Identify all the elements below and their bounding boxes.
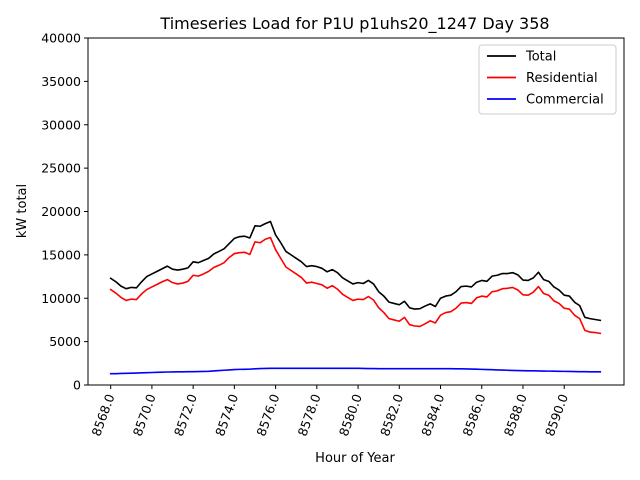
y-axis: 0 5000 10000 15000 20000 25000 30000 35000 40000 [41,31,88,393]
x-axis-label: Hour of Year [315,451,395,466]
legend: Total Residential Commercial [478,44,617,115]
x-tick-label: 8588.0 [501,392,530,438]
chart-title: Timeseries Load for P1U p1uhs20_1247 Day… [159,14,549,34]
y-tick-label: 0 [73,378,81,393]
x-tick-label: 8572.0 [171,392,200,438]
y-tick-label: 25000 [41,161,81,176]
x-tick-label: 8580.0 [336,392,365,438]
series-line-residential [109,236,602,335]
y-tick-label: 20000 [41,204,81,219]
x-tick-label: 8576.0 [253,392,282,438]
y-tick-label: 10000 [41,291,81,306]
y-tick-label: 35000 [41,74,81,89]
legend-box [478,44,617,115]
legend-label-total: Total [525,50,556,65]
x-tick-label: 8574.0 [212,392,241,438]
legend-label-commercial: Commercial [526,93,604,108]
x-tick-label: 8586.0 [460,392,489,438]
x-tick-label: 8568.0 [88,392,117,438]
legend-label-residential: Residential [526,71,598,86]
series-line-commercial [109,367,602,375]
series-line-total [109,220,602,322]
y-tick-label: 15000 [41,247,81,262]
y-tick-label: 5000 [49,334,81,349]
x-tick-label: 8582.0 [377,392,406,438]
y-axis-label: kW total [15,184,30,238]
y-tick-label: 40000 [41,31,81,46]
x-axis: 8568.0 8570.0 8572.0 8574.0 8576.0 8578.0 8580… [88,385,571,438]
x-tick-label: 8590.0 [542,392,571,438]
series-layer [109,220,602,375]
x-tick-label: 8570.0 [130,392,159,438]
y-tick-label: 30000 [41,117,81,132]
x-tick-label: 8584.0 [418,392,447,438]
x-tick-label: 8578.0 [295,392,324,438]
